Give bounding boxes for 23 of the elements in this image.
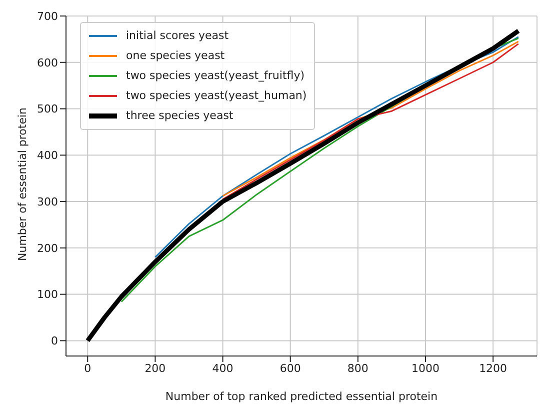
line-series: [85, 28, 521, 343]
x-tick-label: 1200: [479, 362, 508, 375]
y-tick-label: 0: [51, 334, 58, 348]
x-tick-label: 400: [212, 362, 234, 375]
x-tick-label: 1000: [412, 362, 440, 375]
y-tick-label: 200: [37, 242, 58, 255]
legend-label: three species yeast: [126, 108, 234, 124]
y-tick-label: 700: [37, 10, 58, 23]
y-tick-label: 100: [37, 288, 58, 302]
y-tick-label: 400: [37, 149, 58, 162]
y-tick-label: 300: [37, 195, 58, 208]
x-tick-label: 800: [347, 362, 368, 375]
legend-label: one species yeast: [126, 48, 225, 64]
y-tick-label: 500: [37, 102, 58, 116]
x-tick-label: 200: [144, 362, 166, 375]
y-axis-title: Number of essential protein: [16, 107, 29, 261]
legend-label: two species yeast(yeast_fruitfly): [126, 68, 304, 84]
x-tick-label: 0: [84, 362, 92, 375]
y-tick-label: 600: [37, 56, 58, 70]
x-axis-title: Number of top ranked predicted essential protein: [165, 390, 438, 403]
x-tick-label: 600: [280, 362, 301, 375]
legend-label: initial scores yeast: [126, 28, 229, 44]
legend-label: two species yeast(yeast_human): [126, 88, 307, 104]
